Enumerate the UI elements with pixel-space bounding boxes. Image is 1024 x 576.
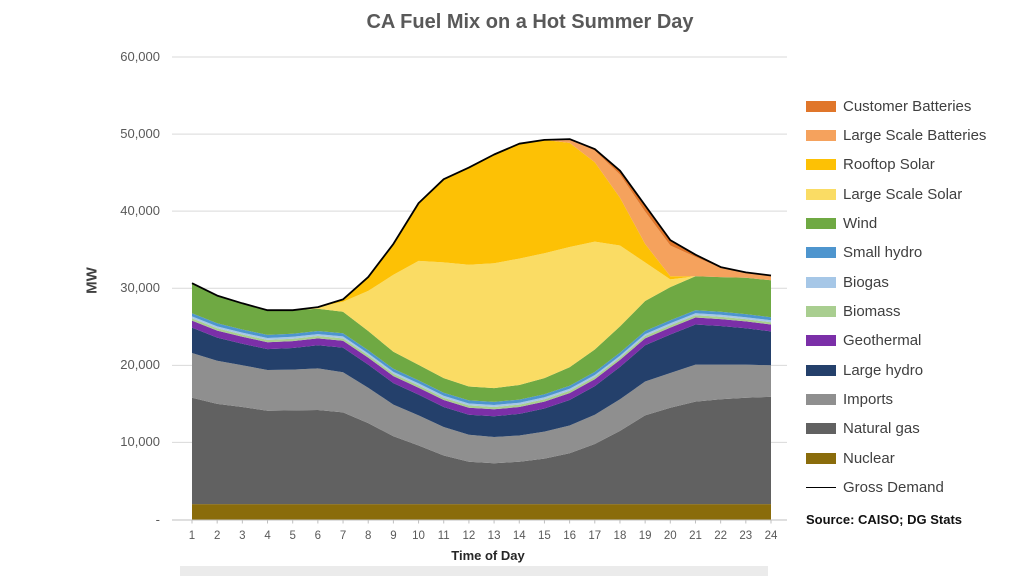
legend-swatch-gross-demand [806, 487, 836, 489]
y-tick-label: 50,000 [120, 126, 160, 142]
area-biogas [192, 313, 771, 407]
x-tick-label: 9 [390, 530, 397, 542]
area-small-hydro [192, 310, 771, 405]
legend-label: Biomass [843, 302, 901, 320]
legend-label: Nuclear [843, 449, 895, 467]
legend-label: Small hydro [843, 244, 923, 262]
x-tick-label: 22 [714, 530, 728, 542]
legend-item-imports: Imports [806, 390, 893, 410]
x-tick-label: 19 [638, 530, 652, 542]
legend-item-wind: Wind [806, 213, 877, 233]
x-tick-label: 13 [487, 530, 501, 542]
x-tick-label: 23 [739, 530, 753, 542]
legend-swatch-geothermal [806, 335, 836, 347]
area-biomass [192, 315, 771, 410]
legend-label: Customer Batteries [843, 97, 972, 115]
legend-item-biogas: Biogas [806, 272, 889, 292]
legend-label: Natural gas [843, 420, 920, 438]
y-tick-label: - [155, 511, 160, 527]
bottom-strip [180, 566, 768, 576]
x-tick-label: 17 [588, 530, 602, 542]
source-note: Source: CAISO; DG Stats [806, 512, 963, 527]
x-tick-label: 15 [538, 530, 551, 542]
legend-swatch-biogas [806, 276, 836, 288]
legend-label: Biogas [843, 273, 889, 291]
area-rooftop-solar [192, 139, 771, 311]
area-wind [192, 276, 771, 402]
x-axis-title: Time of Day [451, 548, 525, 563]
legend-swatch-natural-gas [806, 423, 836, 435]
legend-label: Gross Demand [843, 479, 944, 497]
legend-label: Large hydro [843, 361, 924, 379]
x-tick-label: 21 [689, 530, 702, 542]
x-tick-label: 12 [462, 530, 476, 542]
legend-item-natural-gas: Natural gas [806, 419, 920, 439]
x-tick-label: 8 [365, 530, 372, 542]
x-tick-label: 16 [563, 530, 576, 542]
y-tick-label: 10,000 [120, 434, 160, 450]
legend-label: Large Scale Batteries [843, 126, 987, 144]
area-large-hydro [192, 324, 771, 437]
legend-item-customer-batteries: Customer Batteries [806, 96, 971, 116]
legend-swatch-biomass [806, 305, 836, 317]
x-tick-label: 1 [188, 530, 196, 542]
x-tick-label: 14 [512, 530, 526, 542]
legend-swatch-large-scale-solar [806, 188, 836, 200]
legend-swatch-imports [806, 394, 836, 405]
area-imports [192, 353, 771, 464]
legend-swatch-large-hydro [806, 364, 836, 376]
legend-swatch-wind [806, 217, 836, 229]
legend-item-nuclear: Nuclear [806, 448, 895, 468]
x-tick-label: 10 [412, 530, 425, 542]
legend-label: Large Scale Solar [843, 185, 963, 203]
legend-item-large-scale-solar: Large Scale Solar [806, 184, 962, 204]
area-customer-batteries [192, 139, 771, 311]
legend-label: Rooftop Solar [843, 156, 935, 174]
y-tick-label: 30,000 [120, 280, 160, 296]
area-nuclear [192, 504, 771, 520]
legend-item-small-hydro: Small hydro [806, 243, 922, 263]
legend-label: Wind [843, 214, 878, 232]
legend-label: Geothermal [843, 332, 922, 350]
chart-title: CA Fuel Mix on a Hot Summer Day [366, 11, 694, 33]
x-tick-label: 5 [289, 530, 296, 542]
legend-item-large-hydro: Large hydro [806, 360, 923, 380]
x-tick-label: 3 [239, 530, 246, 542]
x-tick-label: 7 [339, 530, 347, 542]
area-geothermal [192, 317, 771, 417]
x-tick-label: 6 [314, 530, 322, 542]
legend-swatch-large-scale-batteries [806, 129, 836, 141]
legend-item-biomass: Biomass [806, 301, 901, 321]
legend-swatch-small-hydro [806, 247, 836, 259]
x-tick-label: 18 [613, 530, 627, 542]
x-tick-label: 24 [764, 530, 778, 542]
x-tick-label: 2 [213, 530, 221, 542]
legend-swatch-rooftop-solar [806, 159, 836, 171]
legend-item-geothermal: Geothermal [806, 331, 921, 351]
y-tick-label: 20,000 [120, 357, 160, 373]
legend-swatch-customer-batteries [806, 100, 836, 112]
y-tick-label: 60,000 [120, 49, 160, 64]
y-tick-label: 40,000 [120, 203, 160, 219]
legend-label: Imports [843, 391, 894, 408]
x-tick-label: 4 [264, 530, 271, 542]
x-tick-label: 20 [663, 530, 677, 542]
legend-item-gross-demand: Gross Demand [806, 478, 944, 498]
legend-item-rooftop-solar: Rooftop Solar [806, 155, 935, 175]
area-large-scale-solar [192, 241, 771, 389]
legend-item-large-scale-batteries: Large Scale Batteries [806, 125, 986, 145]
area-natural-gas [192, 396, 771, 505]
x-tick-label: 11 [437, 530, 450, 542]
line-gross-demand [191, 138, 772, 312]
legend-swatch-nuclear [806, 452, 836, 464]
